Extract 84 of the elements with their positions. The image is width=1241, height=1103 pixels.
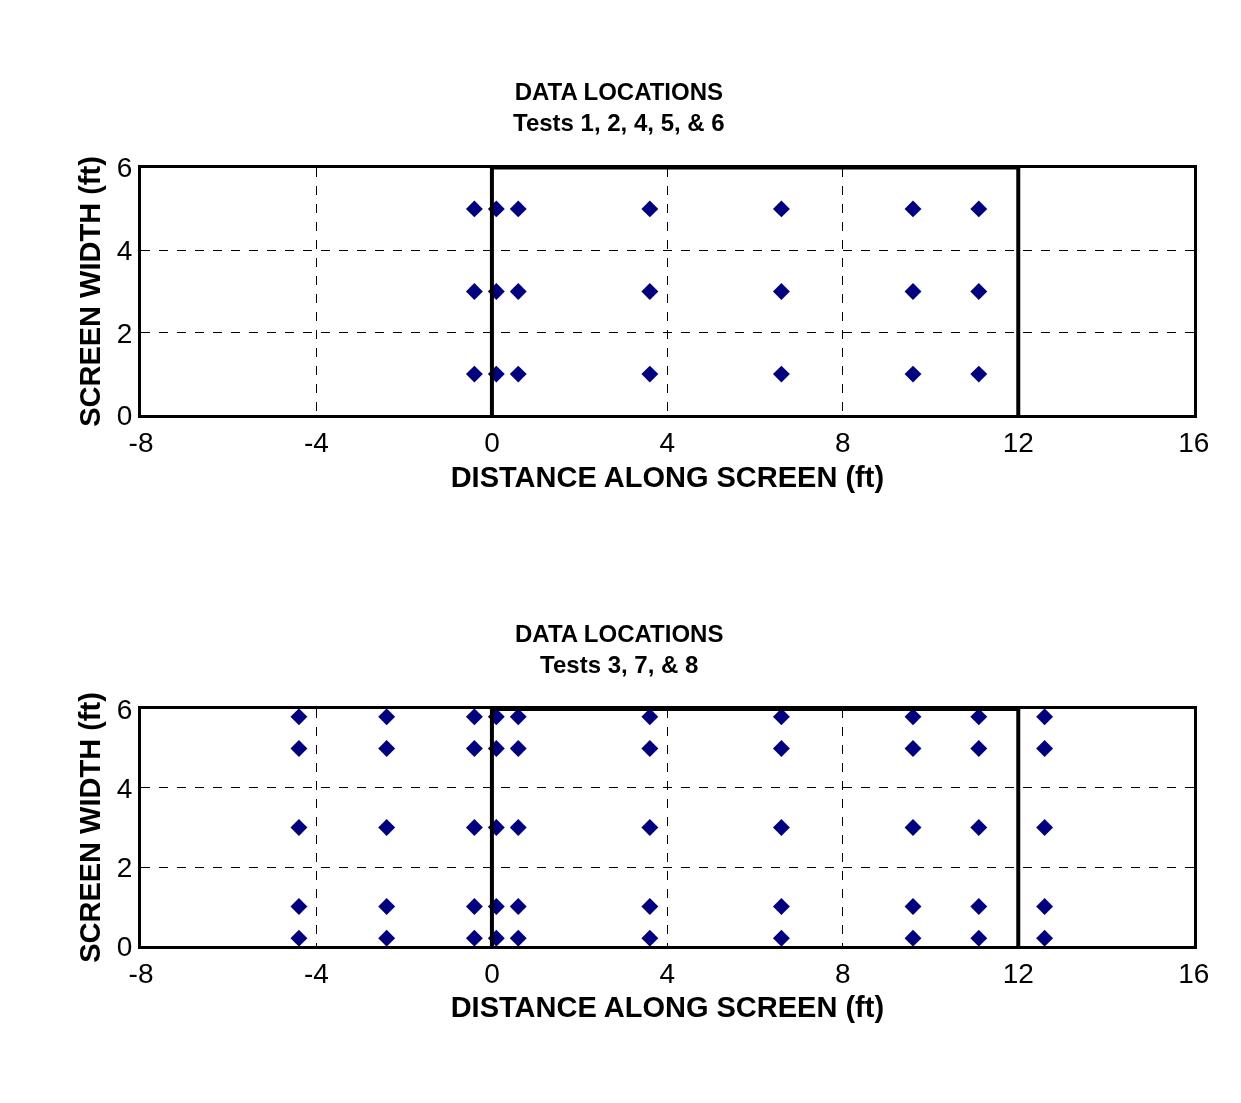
point bbox=[904, 365, 922, 383]
point bbox=[904, 929, 922, 947]
point bbox=[1036, 740, 1054, 757]
x-tick-label: 16 bbox=[1178, 957, 1210, 989]
chart-title: DATA LOCATIONS bbox=[514, 78, 724, 105]
x-tick-label: -4 bbox=[304, 957, 329, 989]
point bbox=[1036, 929, 1054, 947]
point bbox=[290, 819, 308, 836]
y-tick-label: 4 bbox=[116, 772, 133, 804]
point bbox=[1036, 898, 1054, 915]
x-axis-title: DISTANCE ALONG SCREEN (ft) bbox=[450, 991, 885, 1024]
point bbox=[772, 283, 790, 300]
y-axis-title: SCREEN WIDTH (ft) bbox=[74, 156, 107, 427]
point bbox=[509, 819, 527, 836]
x-tick-label: 4 bbox=[659, 427, 676, 459]
point bbox=[641, 740, 659, 757]
x-tick-label: 8 bbox=[835, 427, 851, 459]
point bbox=[290, 929, 308, 947]
x-tick-label: 16 bbox=[1178, 427, 1210, 459]
point bbox=[378, 898, 396, 915]
point bbox=[290, 708, 308, 726]
point bbox=[904, 200, 922, 218]
point bbox=[465, 898, 483, 915]
chart-subtitle: Tests 3, 7, & 8 bbox=[540, 651, 699, 679]
x-tick-label: -4 bbox=[304, 427, 329, 459]
point bbox=[378, 740, 396, 757]
point bbox=[904, 898, 922, 915]
point bbox=[465, 929, 483, 947]
x-tick-label: 0 bbox=[484, 427, 500, 459]
point bbox=[509, 929, 527, 947]
point bbox=[904, 740, 922, 757]
point bbox=[970, 929, 988, 947]
point bbox=[970, 283, 988, 300]
point bbox=[970, 819, 988, 836]
x-tick-label: 8 bbox=[835, 957, 851, 989]
point bbox=[465, 708, 483, 726]
point bbox=[641, 200, 659, 218]
point bbox=[970, 898, 988, 915]
point bbox=[465, 819, 483, 836]
point bbox=[970, 740, 988, 757]
y-tick-label: 6 bbox=[116, 693, 133, 725]
point bbox=[465, 740, 483, 757]
point bbox=[378, 819, 396, 836]
point bbox=[641, 819, 659, 836]
point bbox=[509, 898, 527, 915]
x-tick-label: 0 bbox=[484, 957, 500, 989]
point bbox=[509, 200, 527, 218]
point bbox=[509, 740, 527, 757]
point bbox=[641, 365, 659, 383]
point bbox=[641, 283, 659, 300]
point bbox=[465, 283, 483, 300]
y-tick-label: 2 bbox=[116, 317, 133, 349]
point bbox=[772, 929, 790, 947]
point bbox=[509, 283, 527, 300]
point bbox=[1036, 819, 1054, 836]
y-axis-title: SCREEN WIDTH (ft) bbox=[74, 692, 107, 963]
point bbox=[970, 200, 988, 218]
point bbox=[1036, 708, 1054, 726]
x-axis-title: DISTANCE ALONG SCREEN (ft) bbox=[450, 460, 885, 493]
point bbox=[509, 365, 527, 383]
point bbox=[641, 929, 659, 947]
point bbox=[970, 365, 988, 383]
point bbox=[465, 365, 483, 383]
point bbox=[465, 200, 483, 218]
point bbox=[772, 200, 790, 218]
chart-title: DATA LOCATIONS bbox=[515, 620, 724, 647]
point bbox=[904, 283, 922, 300]
y-tick-label: 4 bbox=[116, 235, 133, 266]
point bbox=[772, 365, 790, 383]
point bbox=[378, 929, 396, 947]
point bbox=[290, 740, 308, 757]
point bbox=[772, 819, 790, 836]
x-tick-label: 4 bbox=[659, 957, 676, 989]
chart-subtitle: Tests 1, 2, 4, 5, & 6 bbox=[513, 109, 725, 137]
point bbox=[641, 898, 659, 915]
y-tick-label: 2 bbox=[116, 851, 133, 883]
point bbox=[904, 819, 922, 836]
x-tick-label: 12 bbox=[1002, 427, 1034, 459]
point bbox=[378, 708, 396, 726]
y-tick-label: 6 bbox=[116, 152, 133, 184]
point bbox=[772, 740, 790, 757]
x-tick-label: 12 bbox=[1002, 957, 1034, 989]
point bbox=[290, 898, 308, 915]
point bbox=[772, 898, 790, 915]
